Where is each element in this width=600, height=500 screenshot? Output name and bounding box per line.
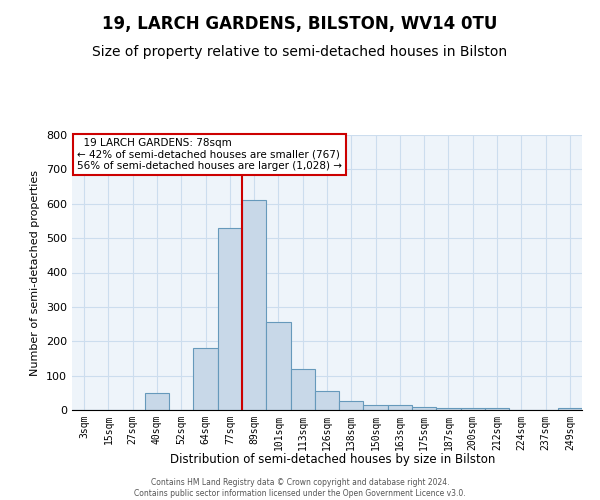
Bar: [388, 405, 412, 410]
Bar: [339, 402, 364, 410]
Bar: [145, 393, 169, 410]
Bar: [412, 407, 436, 410]
Bar: [193, 348, 218, 410]
Text: Distribution of semi-detached houses by size in Bilston: Distribution of semi-detached houses by …: [170, 452, 496, 466]
Bar: [290, 369, 315, 410]
Bar: [218, 228, 242, 410]
Bar: [315, 391, 339, 410]
Bar: [436, 408, 461, 410]
Bar: [364, 405, 388, 410]
Text: 19, LARCH GARDENS, BILSTON, WV14 0TU: 19, LARCH GARDENS, BILSTON, WV14 0TU: [103, 15, 497, 33]
Y-axis label: Number of semi-detached properties: Number of semi-detached properties: [31, 170, 40, 376]
Text: 19 LARCH GARDENS: 78sqm
← 42% of semi-detached houses are smaller (767)
56% of s: 19 LARCH GARDENS: 78sqm ← 42% of semi-de…: [77, 138, 342, 171]
Text: Contains HM Land Registry data © Crown copyright and database right 2024.
Contai: Contains HM Land Registry data © Crown c…: [134, 478, 466, 498]
Bar: [461, 408, 485, 410]
Bar: [242, 200, 266, 410]
Bar: [485, 408, 509, 410]
Text: Size of property relative to semi-detached houses in Bilston: Size of property relative to semi-detach…: [92, 45, 508, 59]
Bar: [266, 322, 290, 410]
Bar: [558, 408, 582, 410]
